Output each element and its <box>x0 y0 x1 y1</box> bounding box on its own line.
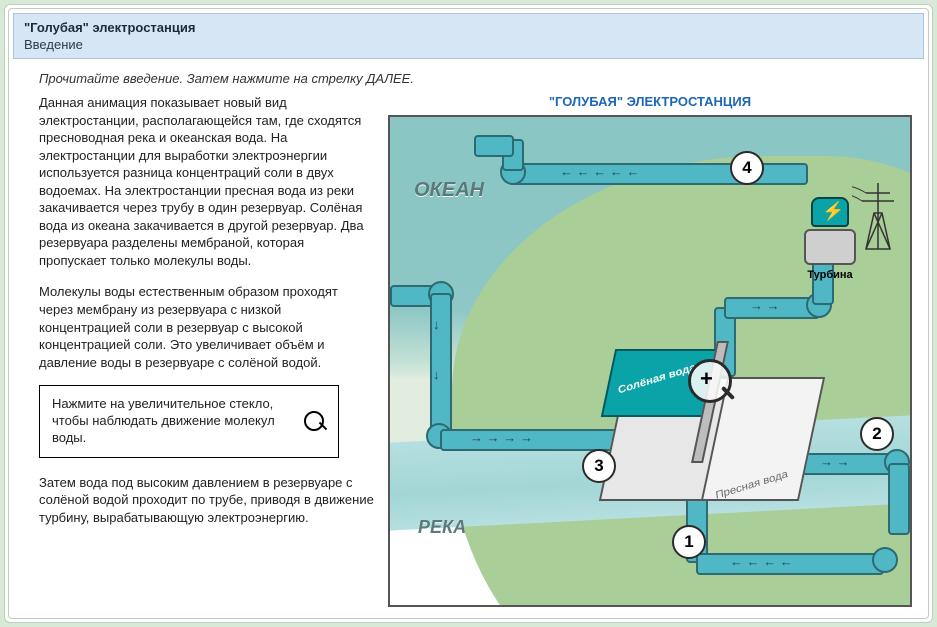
plus-icon: + <box>700 366 713 392</box>
magnifier-icon <box>304 411 326 433</box>
inner-panel: "Голубая" электростанция Введение Прочит… <box>8 8 929 619</box>
flow-arrow-icon: ↓ <box>433 317 440 332</box>
turbine-drum-icon <box>804 229 856 265</box>
magnifier-hint-box: Нажмите на увеличительное стекло, чтобы … <box>39 385 339 458</box>
salt-water-label: Солёная вода <box>618 362 697 397</box>
turbine-label: Турбина <box>804 269 856 281</box>
flow-arrow-icon: → → → → <box>470 430 533 445</box>
page-title: "Голубая" электростанция <box>24 20 913 35</box>
intro-paragraph-1: Данная анимация показывает новый вид эле… <box>39 94 374 269</box>
diagram-column: "ГОЛУБАЯ" ЭЛЕКТРОСТАНЦИЯ ОКЕАН РЕКА <box>388 94 912 607</box>
pipe-post-turbine-out <box>474 135 514 157</box>
power-pylon-icon <box>852 177 904 253</box>
instruction-text: Прочитайте введение. Затем нажмите на ст… <box>39 71 912 86</box>
river-label: РЕКА <box>418 517 466 538</box>
turbine: ⚡ Турбина <box>804 197 856 281</box>
intro-paragraph-2: Молекулы воды естественным образом прохо… <box>39 283 374 371</box>
pipe-fresh-out-v <box>888 463 910 535</box>
magnifier-hint-text: Нажмите на увеличительное стекло, чтобы … <box>52 396 296 447</box>
flow-arrow-icon: ← ← ← ← <box>730 554 793 569</box>
marker-1: 1 <box>672 525 706 559</box>
flow-arrow-icon: → → <box>820 454 850 469</box>
marker-4: 4 <box>730 151 764 185</box>
flow-arrow-icon: ← ← ← ← ← <box>560 164 639 179</box>
flow-arrow-icon: → → <box>750 298 780 313</box>
flow-arrow-icon: ↓ <box>433 367 440 382</box>
intro-paragraph-3: Затем вода под высоким давлением в резер… <box>39 474 374 527</box>
pipe-elbow-3 <box>872 547 898 573</box>
marker-3: 3 <box>582 449 616 483</box>
page-subtitle: Введение <box>24 37 913 52</box>
header-bar: "Голубая" электростанция Введение <box>13 13 924 59</box>
pipe-ocean-in-v <box>430 293 452 439</box>
ocean-label: ОКЕАН <box>414 179 484 202</box>
outer-border: "Голубая" электростанция Введение Прочит… <box>4 4 933 623</box>
content-row: Данная анимация показывает новый вид эле… <box>39 94 912 607</box>
generator-icon: ⚡ <box>811 197 849 227</box>
app-frame: "Голубая" электростанция Введение Прочит… <box>0 0 937 627</box>
diagram-title: "ГОЛУБАЯ" ЭЛЕКТРОСТАНЦИЯ <box>388 94 912 109</box>
power-plant-diagram: ОКЕАН РЕКА → → → → ↓ ↓ ↑ <box>388 115 912 607</box>
intro-text-column: Данная анимация показывает новый вид эле… <box>39 94 374 541</box>
magnifier-button[interactable]: + <box>688 359 736 407</box>
marker-2: 2 <box>860 417 894 451</box>
fresh-water-label: Пресная вода <box>715 468 788 501</box>
lightning-icon: ⚡ <box>822 201 844 222</box>
